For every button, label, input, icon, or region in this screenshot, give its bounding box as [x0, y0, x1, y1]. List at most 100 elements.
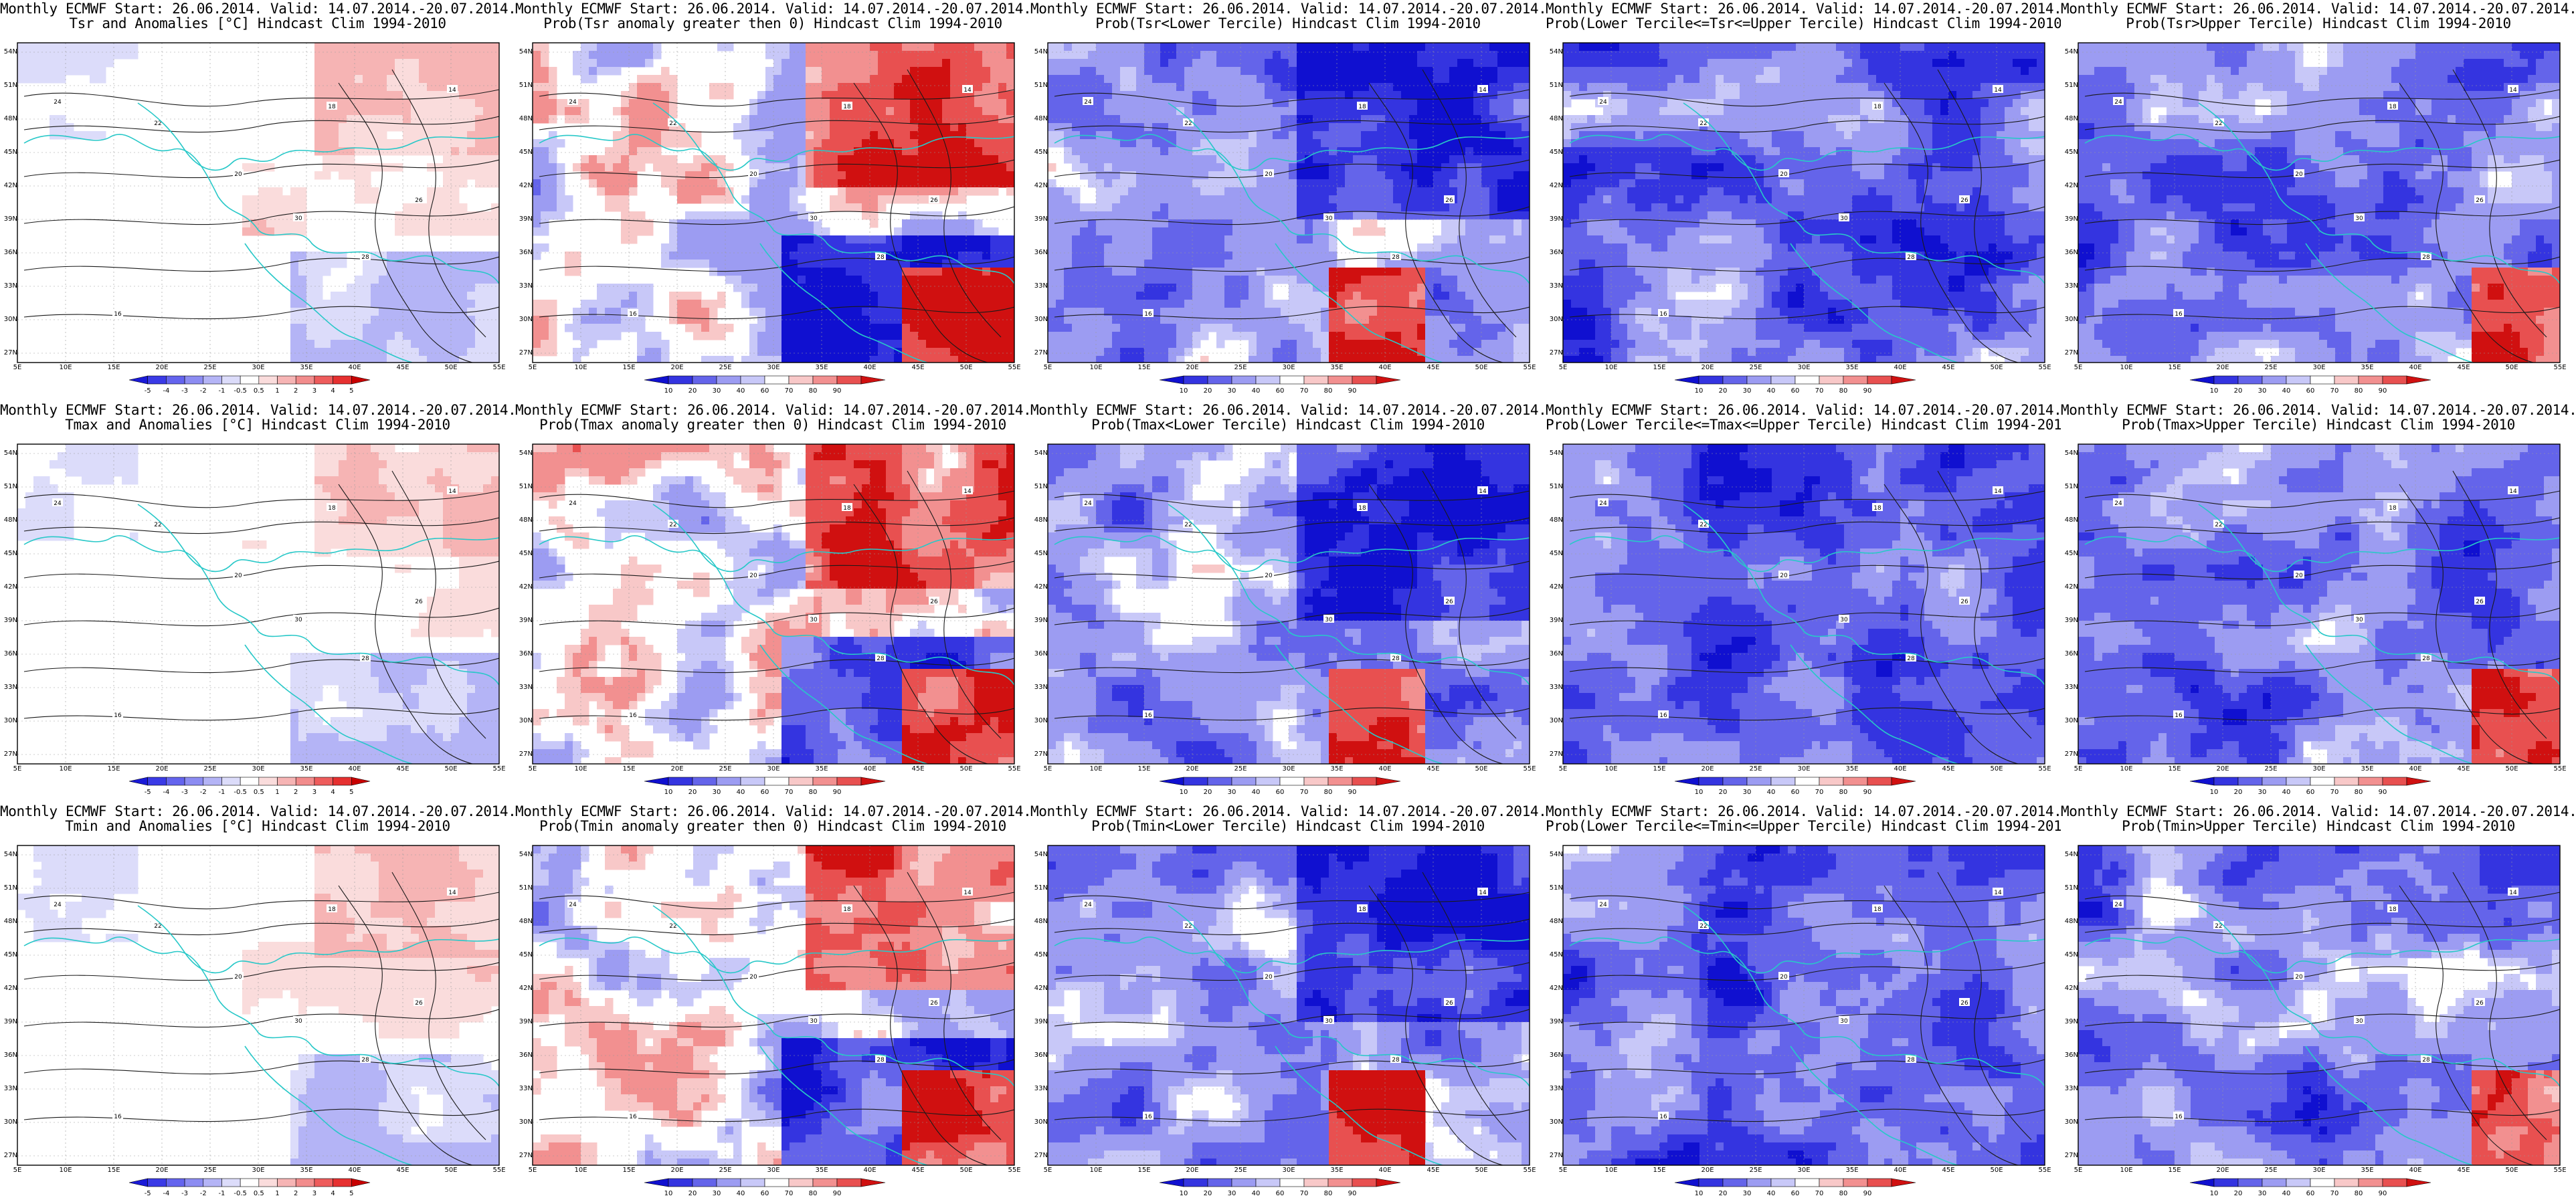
map-frame: [1047, 42, 1530, 363]
map-frame: [2078, 845, 2561, 1166]
latitude-label: 54N: [2063, 449, 2078, 457]
temperature-contours: [1569, 470, 2045, 764]
panel-title-line-2: Prob(Tmin>Upper Tercile) Hindcast Clim 1…: [2061, 819, 2576, 833]
latitude-label: 51N: [2063, 884, 2078, 892]
latitude-label: 30N: [1033, 1118, 1048, 1126]
latitude-label: 36N: [3, 249, 17, 256]
map-frame: [2078, 443, 2561, 765]
longitude-label: 30E: [760, 1167, 787, 1174]
svg-text:14: 14: [963, 87, 972, 94]
colorbar-tick-label: 2: [284, 387, 307, 395]
colorbar-tick-label: 80: [1832, 789, 1855, 796]
colorbar-tick-label: 10: [1172, 789, 1195, 796]
svg-text:16: 16: [629, 311, 637, 318]
panel-title-line-2: Prob(Lower Tercile<=Tsr<=Upper Tercile) …: [1546, 16, 2061, 31]
map-frame: [2078, 42, 2561, 363]
panel-title-line-2: Prob(Tsr anomaly greater then 0) Hindcas…: [515, 16, 1030, 31]
longitude-label: 15E: [1131, 364, 1158, 371]
colorbar-tick-label: 70: [1293, 387, 1315, 395]
longitude-label: 40E: [1372, 1167, 1398, 1174]
colorbar-tick-label: 40: [1245, 387, 1267, 395]
latitude-label: 30N: [2063, 1118, 2078, 1126]
longitude-label: 35E: [808, 765, 835, 773]
latitude-label: 45N: [1033, 148, 1048, 156]
longitude-label: 45E: [389, 364, 416, 371]
longitude-label: 5E: [4, 364, 31, 371]
panel-title-line-1: Monthly ECMWF Start: 26.06.2014. Valid: …: [2061, 1, 2576, 16]
longitude-label: 20E: [1179, 765, 1206, 773]
shaded-field: [2078, 845, 2560, 1165]
longitude-label: 15E: [2161, 1167, 2188, 1174]
latitude-label: 27N: [518, 750, 533, 758]
latitude-label: 30N: [1548, 316, 1563, 323]
colorbar-tick-label: 80: [1832, 1190, 1855, 1197]
colorbar: [2189, 777, 2431, 786]
longitude-label: 25E: [1742, 1167, 1769, 1174]
colorbar: [2189, 375, 2431, 385]
colorbar-tick-label: 4: [322, 387, 345, 395]
colorbar-tick-label: -2: [192, 1190, 215, 1197]
longitude-label: 40E: [341, 364, 368, 371]
temperature-contours: [2084, 69, 2560, 363]
longitude-label: 30E: [2306, 364, 2332, 371]
coastlines: [539, 905, 1014, 1165]
latitude-label: 36N: [1033, 249, 1048, 256]
coastlines: [1054, 905, 1530, 1165]
longitude-label: 55E: [1001, 1167, 1028, 1174]
coastlines: [23, 102, 499, 363]
coastlines: [2084, 905, 2560, 1165]
latitude-label: 30N: [2063, 717, 2078, 724]
temperature-contours: [23, 470, 499, 764]
longitude-label: 30E: [1790, 765, 1817, 773]
longitude-label: 45E: [1935, 364, 1962, 371]
latitude-label: 54N: [1548, 851, 1563, 858]
longitude-label: 15E: [2161, 364, 2188, 371]
colorbar-tick-label: -1: [210, 789, 233, 796]
latitude-label: 48N: [1548, 516, 1563, 524]
longitude-label: 35E: [1323, 1167, 1350, 1174]
panel-title-line-2: Tmax and Anomalies [°C] Hindcast Clim 19…: [0, 417, 515, 432]
colorbar-tick-label: 70: [1808, 1190, 1831, 1197]
longitude-label: 45E: [2450, 765, 2477, 773]
longitude-label: 35E: [2354, 364, 2381, 371]
colorbar-tick-label: 0.5: [248, 387, 270, 395]
latitude-label: 45N: [1548, 951, 1563, 959]
latitude-label: 48N: [2063, 115, 2078, 122]
latitude-label: 42N: [2063, 583, 2078, 591]
map-panel: Monthly ECMWF Start: 26.06.2014. Valid: …: [1546, 401, 2061, 803]
latitude-label: 42N: [518, 182, 533, 189]
colorbar-tick-label: 30: [2251, 1190, 2274, 1197]
longitude-label: 15E: [2161, 765, 2188, 773]
longitude-label: 15E: [1646, 1167, 1673, 1174]
latitude-label: 30N: [1033, 316, 1048, 323]
latitude-label: 39N: [3, 617, 17, 624]
longitude-label: 10E: [567, 765, 594, 773]
colorbar-tick-label: -3: [173, 789, 196, 796]
latitude-label: 45N: [3, 148, 17, 156]
colorbar-tick-label: 20: [1196, 789, 1219, 796]
colorbar-tick-label: 10: [657, 789, 680, 796]
latitude-label: 36N: [518, 249, 533, 256]
colorbar-tick-label: 30: [1736, 1190, 1758, 1197]
longitude-label: 20E: [664, 1167, 691, 1174]
longitude-label: 50E: [2498, 765, 2525, 773]
latitude-label: 30N: [2063, 316, 2078, 323]
latitude-label: 54N: [1033, 48, 1048, 56]
coastlines: [1054, 504, 1530, 764]
latitude-label: 45N: [1548, 148, 1563, 156]
map-frame: [17, 443, 500, 765]
longitude-label: 10E: [1083, 765, 1109, 773]
colorbar-tick-label: 40: [1245, 789, 1267, 796]
latitude-label: 54N: [1548, 449, 1563, 457]
svg-text:26: 26: [930, 197, 938, 204]
longitude-label: 30E: [1275, 1167, 1302, 1174]
latitude-label: 27N: [2063, 750, 2078, 758]
colorbar-tick-label: 60: [1784, 387, 1807, 395]
longitude-label: 50E: [953, 765, 980, 773]
latitude-label: 27N: [1033, 750, 1048, 758]
